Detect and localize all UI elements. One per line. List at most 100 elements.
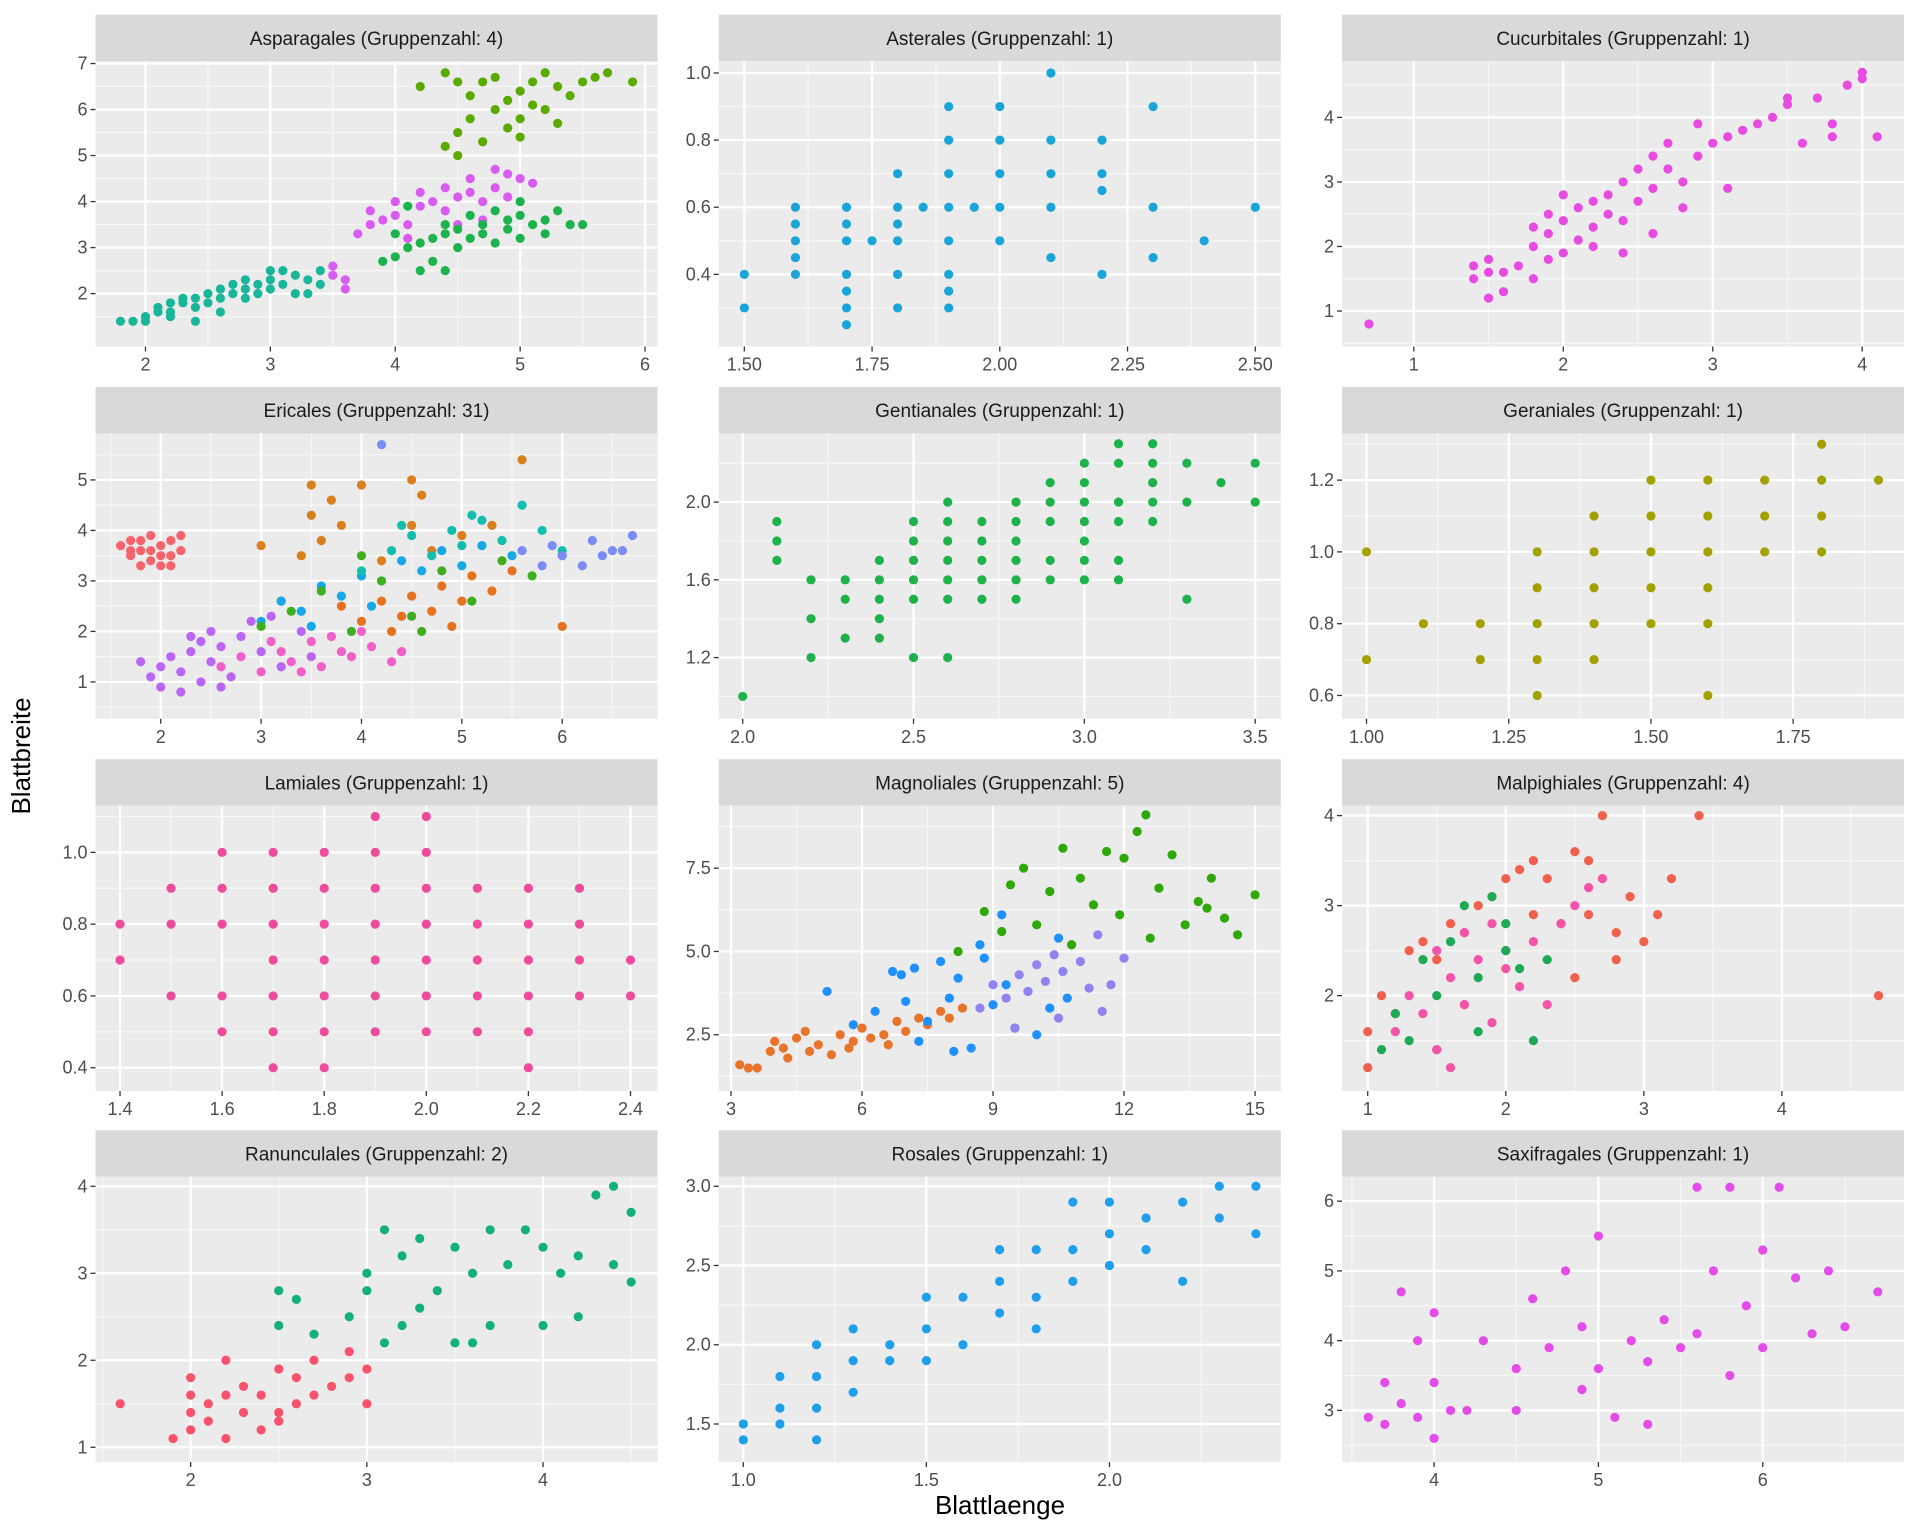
point: [1588, 241, 1598, 252]
point: [752, 1063, 762, 1073]
point: [1361, 654, 1372, 665]
strip: [718, 759, 1281, 806]
point: [1079, 555, 1089, 565]
point: [497, 535, 507, 546]
point: [477, 540, 487, 551]
point: [274, 1416, 284, 1426]
point: [440, 141, 450, 151]
x-tick-label: 2.25: [1110, 355, 1145, 375]
x-tick-label: 1.25: [1491, 727, 1526, 747]
point: [1178, 1197, 1188, 1207]
point: [1251, 1181, 1261, 1191]
point: [1573, 203, 1583, 213]
point: [602, 68, 613, 78]
point: [995, 169, 1005, 179]
point: [1577, 1322, 1587, 1332]
point: [765, 1046, 775, 1056]
point: [966, 1043, 976, 1053]
point: [1075, 956, 1085, 967]
point: [370, 991, 380, 1001]
point: [472, 883, 482, 893]
y-tick-label: 4: [77, 192, 87, 212]
point: [805, 1046, 815, 1056]
point: [1584, 856, 1594, 866]
point: [848, 1324, 858, 1334]
point: [840, 575, 850, 585]
point: [1752, 119, 1763, 129]
point: [1380, 1419, 1390, 1429]
point: [1097, 169, 1107, 179]
point: [344, 1346, 354, 1357]
point: [627, 530, 638, 541]
point: [528, 77, 538, 87]
point: [1603, 190, 1613, 200]
y-tick-label: 3: [77, 571, 87, 591]
point: [1487, 919, 1497, 929]
y-tick-label: 4: [77, 1176, 87, 1196]
x-tick-label: 1.6: [210, 1099, 235, 1119]
point: [1842, 80, 1852, 90]
point: [196, 636, 206, 647]
point: [1432, 991, 1442, 1001]
point: [943, 516, 953, 527]
point: [1648, 151, 1658, 161]
point: [944, 135, 954, 145]
point: [841, 236, 852, 246]
point: [153, 302, 163, 313]
point: [1473, 973, 1483, 983]
point: [1031, 1292, 1041, 1302]
point: [156, 540, 166, 551]
point: [537, 561, 547, 571]
point: [306, 652, 316, 662]
point: [309, 1390, 319, 1400]
point: [1119, 953, 1129, 963]
point: [415, 266, 425, 276]
point: [523, 883, 533, 893]
point: [1011, 555, 1021, 565]
point: [216, 662, 226, 672]
point: [1031, 1245, 1041, 1255]
point: [1570, 901, 1580, 911]
point: [1692, 1329, 1702, 1339]
point: [246, 616, 256, 626]
point: [806, 614, 816, 624]
point: [1589, 547, 1599, 557]
point: [366, 641, 377, 652]
point: [1250, 890, 1260, 900]
point: [238, 1407, 249, 1418]
point: [1593, 1231, 1604, 1241]
point: [1404, 991, 1414, 1001]
point: [738, 1419, 748, 1429]
point: [1413, 1336, 1423, 1346]
point: [540, 68, 550, 78]
point: [517, 546, 527, 556]
y-tick-label: 5: [77, 470, 87, 490]
point: [346, 652, 357, 662]
x-tick-label: 2.50: [1238, 355, 1273, 375]
point: [553, 118, 563, 128]
point: [1053, 933, 1064, 943]
point: [988, 980, 998, 990]
point: [1807, 1329, 1817, 1339]
point: [887, 966, 898, 977]
point: [958, 1340, 968, 1350]
point: [523, 1027, 533, 1037]
point: [421, 919, 431, 929]
point: [286, 606, 296, 616]
point: [870, 1006, 880, 1017]
point: [1725, 1182, 1735, 1192]
point: [517, 455, 527, 465]
point: [1067, 940, 1077, 950]
point: [186, 1373, 196, 1383]
point: [356, 566, 367, 576]
point: [995, 1245, 1005, 1255]
point: [1119, 853, 1129, 863]
y-tick-label: 1: [1324, 301, 1334, 321]
point: [1483, 267, 1494, 277]
point: [790, 269, 801, 279]
point: [115, 316, 126, 326]
point: [417, 490, 427, 500]
point: [240, 293, 250, 303]
y-tick-label: 3: [1324, 896, 1334, 916]
point: [909, 963, 920, 973]
